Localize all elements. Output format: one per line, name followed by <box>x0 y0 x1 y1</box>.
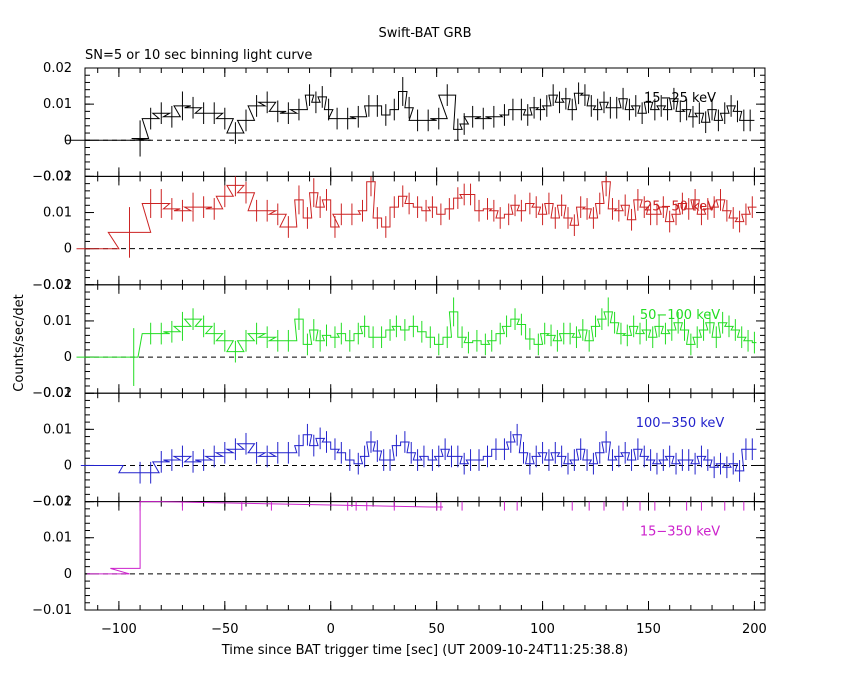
y-tick-label: −0.01 <box>32 603 72 618</box>
x-tick-label: 0 <box>327 622 335 637</box>
band-label: 25−50 keV <box>644 199 716 214</box>
light-curve-steps <box>65 91 755 141</box>
y-tick-label: −0.01 <box>32 169 72 184</box>
y-tick-label: −0.01 <box>32 386 72 401</box>
x-tick-label: 100 <box>530 622 555 637</box>
y-axis-label: Counts/sec/det <box>12 294 27 391</box>
y-tick-label: 0.01 <box>43 97 72 112</box>
x-tick-label: 50 <box>428 622 445 637</box>
y-tick-label: 0 <box>64 567 72 582</box>
y-tick-label: 0.02 <box>43 61 72 76</box>
panel-5: −0.01 0 0.01 0.02 15−350 keV <box>32 495 766 618</box>
panel-frame <box>84 501 766 611</box>
y-tick-label: 0.01 <box>43 206 72 221</box>
y-tick-label: 0 <box>64 458 72 473</box>
y-tick-label: 0.02 <box>43 495 72 510</box>
y-tick-label: 0 <box>64 242 72 257</box>
y-tick-label: 0 <box>64 350 72 365</box>
light-curve-steps <box>76 311 757 358</box>
x-axis: −100 −50 0 50 100 150 200 <box>101 622 767 637</box>
y-tick-label: 0.01 <box>43 314 72 329</box>
band-label: 15−25 keV <box>644 91 716 106</box>
y-tick-label: −0.01 <box>32 495 72 510</box>
light-curve-steps <box>76 181 757 250</box>
y-tick-label: 0.02 <box>43 278 72 293</box>
y-tick-label: 0.01 <box>43 531 72 546</box>
light-curve-steps <box>87 501 443 575</box>
chart-subtitle: SN=5 or 10 sec binning light curve <box>85 48 312 63</box>
x-tick-label: 150 <box>636 622 661 637</box>
panels-group: −0.01 0 0.01 0.02 15−25 keV −0.01 0 0.01 0.02 25−… <box>32 61 766 618</box>
x-axis-label: Time since BAT trigger time [sec] (UT 20… <box>221 643 628 658</box>
band-label: 50−100 keV <box>640 308 720 323</box>
y-tick-label: −0.01 <box>32 278 72 293</box>
x-tick-label: −50 <box>211 622 238 637</box>
y-tick-label: 0.01 <box>43 422 72 437</box>
y-tick-label: 0.02 <box>43 169 72 184</box>
band-label: 100−350 keV <box>636 416 725 431</box>
band-label: 15−350 keV <box>640 525 720 540</box>
x-tick-label: 200 <box>742 622 767 637</box>
chart-title: Swift-BAT GRB <box>378 26 471 41</box>
y-tick-label: 0.02 <box>43 386 72 401</box>
x-tick-label: −100 <box>101 622 137 637</box>
